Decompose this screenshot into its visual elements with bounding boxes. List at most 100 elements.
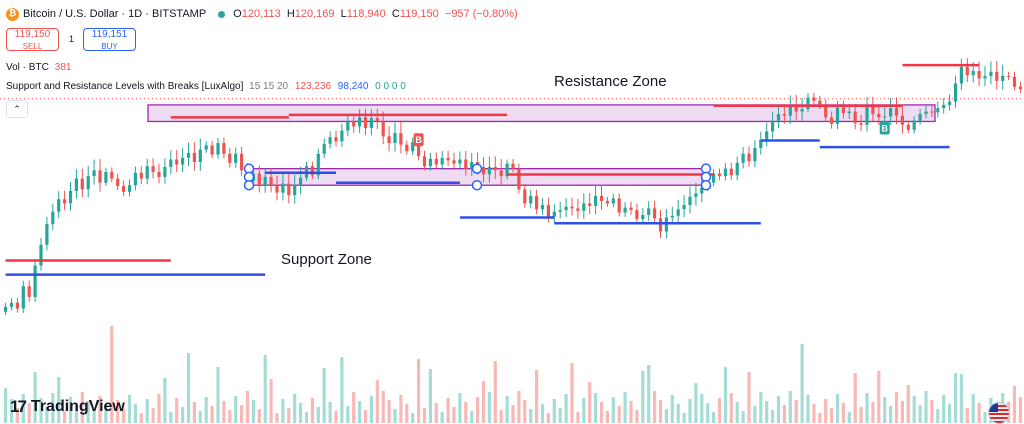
volume-bar bbox=[251, 400, 255, 423]
candle-body bbox=[375, 118, 379, 122]
indicator-legend[interactable]: Support and Resistance Levels with Break… bbox=[6, 81, 406, 92]
volume-bar bbox=[316, 407, 320, 423]
volume-bar bbox=[92, 410, 96, 423]
buy-button[interactable]: 119,151 BUY bbox=[83, 28, 136, 51]
volume-bar bbox=[830, 408, 834, 423]
volume-bar bbox=[80, 392, 84, 423]
candle-body bbox=[92, 170, 96, 177]
candle-body bbox=[181, 157, 185, 165]
candle-body bbox=[458, 159, 462, 164]
volume-bar bbox=[936, 409, 940, 423]
volume-bar bbox=[405, 404, 409, 423]
volume-bar bbox=[841, 403, 845, 423]
candle-body bbox=[611, 198, 615, 204]
volume-bar bbox=[664, 409, 668, 423]
zone-resize-handle[interactable] bbox=[243, 179, 255, 191]
zone-resize-handle[interactable] bbox=[700, 179, 712, 191]
indicator-support-value: 98,240 bbox=[337, 81, 369, 92]
volume-bar bbox=[983, 412, 987, 423]
candle-body bbox=[759, 139, 763, 148]
chevron-up-icon: ⌃ bbox=[13, 104, 21, 114]
candle-body bbox=[316, 153, 320, 176]
volume-bar bbox=[647, 365, 651, 423]
volume-bar bbox=[51, 393, 55, 423]
candle-body bbox=[234, 153, 238, 163]
volume-bar bbox=[942, 395, 946, 423]
volume-bar bbox=[900, 401, 904, 423]
volume-bar bbox=[723, 367, 727, 423]
volume-bar bbox=[122, 409, 126, 423]
volume-bar bbox=[859, 407, 863, 423]
volume-bar bbox=[68, 397, 73, 423]
volume-bar bbox=[110, 326, 114, 423]
candle-body bbox=[723, 168, 727, 177]
symbol-title[interactable]: Bitcoin / U.S. Dollar · 1D · BITSTAMP bbox=[23, 8, 207, 20]
candle-body bbox=[900, 115, 904, 125]
candle-body bbox=[983, 75, 987, 79]
volume-bar bbox=[310, 398, 314, 423]
volume-bar bbox=[322, 368, 326, 423]
resistance-zone bbox=[147, 104, 936, 123]
volume-bar bbox=[517, 391, 521, 423]
candle-body bbox=[629, 207, 633, 211]
zone-resize-handle[interactable] bbox=[471, 179, 483, 191]
volume-bar bbox=[570, 363, 574, 423]
candle-body bbox=[63, 199, 67, 204]
volume-bar bbox=[712, 412, 716, 423]
ohlc-low: 118,940 bbox=[346, 8, 386, 20]
candle-body bbox=[694, 193, 698, 197]
price-change: −957 (−0.80%) bbox=[444, 8, 518, 20]
volume-legend[interactable]: Vol · BTC 381 bbox=[6, 62, 71, 73]
zone-resize-handle[interactable] bbox=[471, 163, 483, 174]
candle-body bbox=[948, 101, 952, 105]
ohlc-readout: O120,113 H120,169 L118,940 C119,150 −957… bbox=[233, 8, 518, 20]
candle-body bbox=[163, 166, 167, 177]
volume-bar bbox=[930, 400, 934, 423]
candle-body bbox=[422, 156, 427, 167]
volume-bar bbox=[269, 379, 273, 423]
volume-bar bbox=[788, 391, 792, 423]
volume-bar bbox=[552, 399, 556, 423]
volume-bar bbox=[481, 381, 486, 423]
volume-bar bbox=[458, 393, 462, 423]
candle-body bbox=[169, 159, 173, 167]
sell-button[interactable]: 119,150 SELL bbox=[6, 28, 59, 51]
volume-bar bbox=[275, 413, 279, 423]
tradingview-watermark: 17 TradingView bbox=[10, 397, 125, 417]
candle-body bbox=[529, 195, 533, 204]
candle-body bbox=[989, 71, 993, 76]
candle-body bbox=[623, 207, 627, 213]
candle-body bbox=[959, 66, 963, 84]
candle-body bbox=[552, 211, 556, 217]
volume-bar bbox=[883, 397, 887, 423]
candle-body bbox=[340, 130, 344, 142]
us-flag-icon[interactable] bbox=[988, 402, 1010, 424]
collapse-legend-button[interactable]: ⌃ bbox=[6, 100, 28, 118]
candle-body bbox=[192, 152, 196, 163]
candle-body bbox=[729, 168, 733, 176]
candle-body bbox=[818, 100, 822, 105]
candle-body bbox=[847, 111, 851, 114]
volume-bar bbox=[151, 408, 155, 423]
volume-bar bbox=[393, 409, 397, 423]
spread-value: 1 bbox=[69, 34, 75, 44]
candle-body bbox=[470, 162, 474, 169]
volume-bar bbox=[782, 405, 786, 423]
candle-body bbox=[481, 166, 486, 175]
candle-body bbox=[293, 185, 297, 196]
volume-bar bbox=[186, 353, 191, 423]
candle-body bbox=[564, 206, 568, 211]
volume-bar bbox=[971, 394, 975, 423]
candle-body bbox=[133, 172, 137, 186]
candle-body bbox=[328, 137, 332, 144]
volume-bar bbox=[965, 408, 969, 423]
candle-body bbox=[222, 142, 226, 154]
volume-bar bbox=[127, 395, 132, 423]
candle-body bbox=[346, 121, 350, 131]
candle-body bbox=[358, 117, 362, 127]
volume-bar bbox=[529, 409, 533, 423]
candle-body bbox=[269, 176, 273, 186]
volume-value: 381 bbox=[54, 62, 72, 73]
volume-bar bbox=[74, 406, 78, 423]
